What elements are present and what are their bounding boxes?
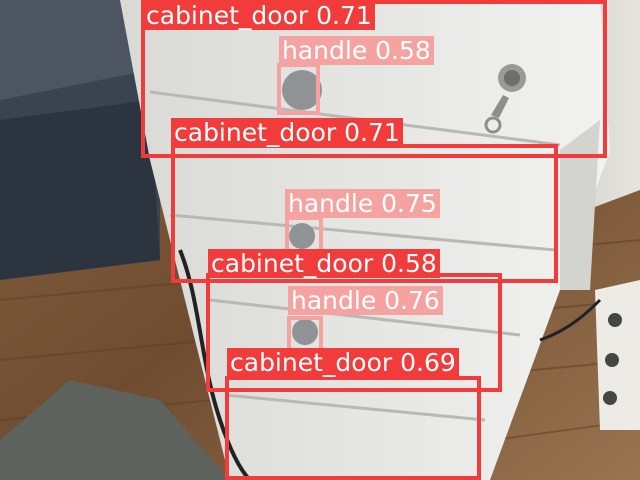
cabinet-door-label-3: cabinet_door 0.58 bbox=[208, 249, 440, 278]
handle-label-2: handle 0.75 bbox=[285, 189, 440, 218]
handle-label-1: handle 0.58 bbox=[279, 36, 434, 65]
cabinet-door-box-4 bbox=[225, 376, 481, 480]
cabinet-door-label-2: cabinet_door 0.71 bbox=[171, 118, 403, 147]
cabinet-door-label-4: cabinet_door 0.69 bbox=[227, 348, 459, 377]
handle-label-3: handle 0.76 bbox=[288, 286, 443, 315]
handle-box-1 bbox=[277, 63, 320, 115]
cabinet-door-label-1: cabinet_door 0.71 bbox=[143, 1, 375, 30]
